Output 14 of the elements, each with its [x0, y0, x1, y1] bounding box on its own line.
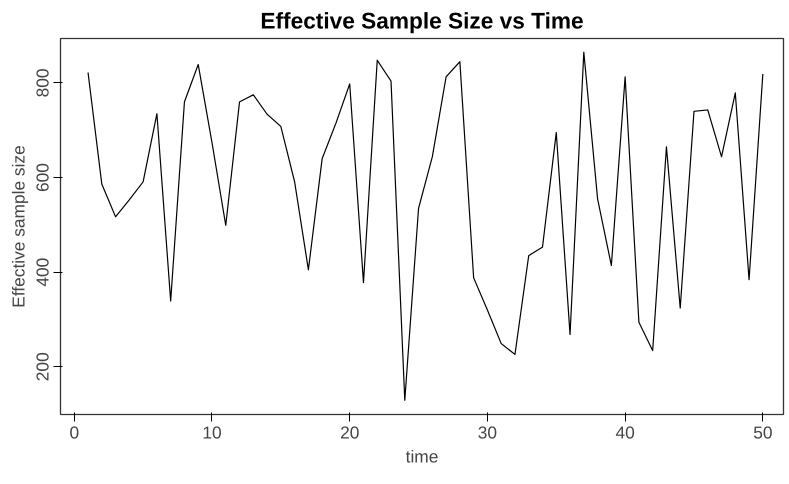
y-tick-label: 200 — [32, 352, 52, 382]
y-tick-label: 600 — [32, 163, 52, 192]
chart-title: Effective Sample Size vs Time — [260, 8, 584, 34]
y-tick-label: 400 — [32, 258, 52, 287]
x-tick-label: 0 — [69, 422, 80, 442]
x-tick-label: 50 — [753, 422, 772, 442]
x-tick-label: 10 — [202, 422, 222, 442]
x-tick-label: 30 — [478, 422, 498, 442]
y-axis-title: Effective sample size — [8, 145, 28, 308]
x-tick-label: 40 — [615, 422, 635, 442]
line-series — [87, 52, 764, 401]
x-axis-title: time — [406, 446, 438, 466]
y-tick-label: 800 — [32, 68, 52, 98]
x-tick-label: 20 — [340, 422, 360, 442]
